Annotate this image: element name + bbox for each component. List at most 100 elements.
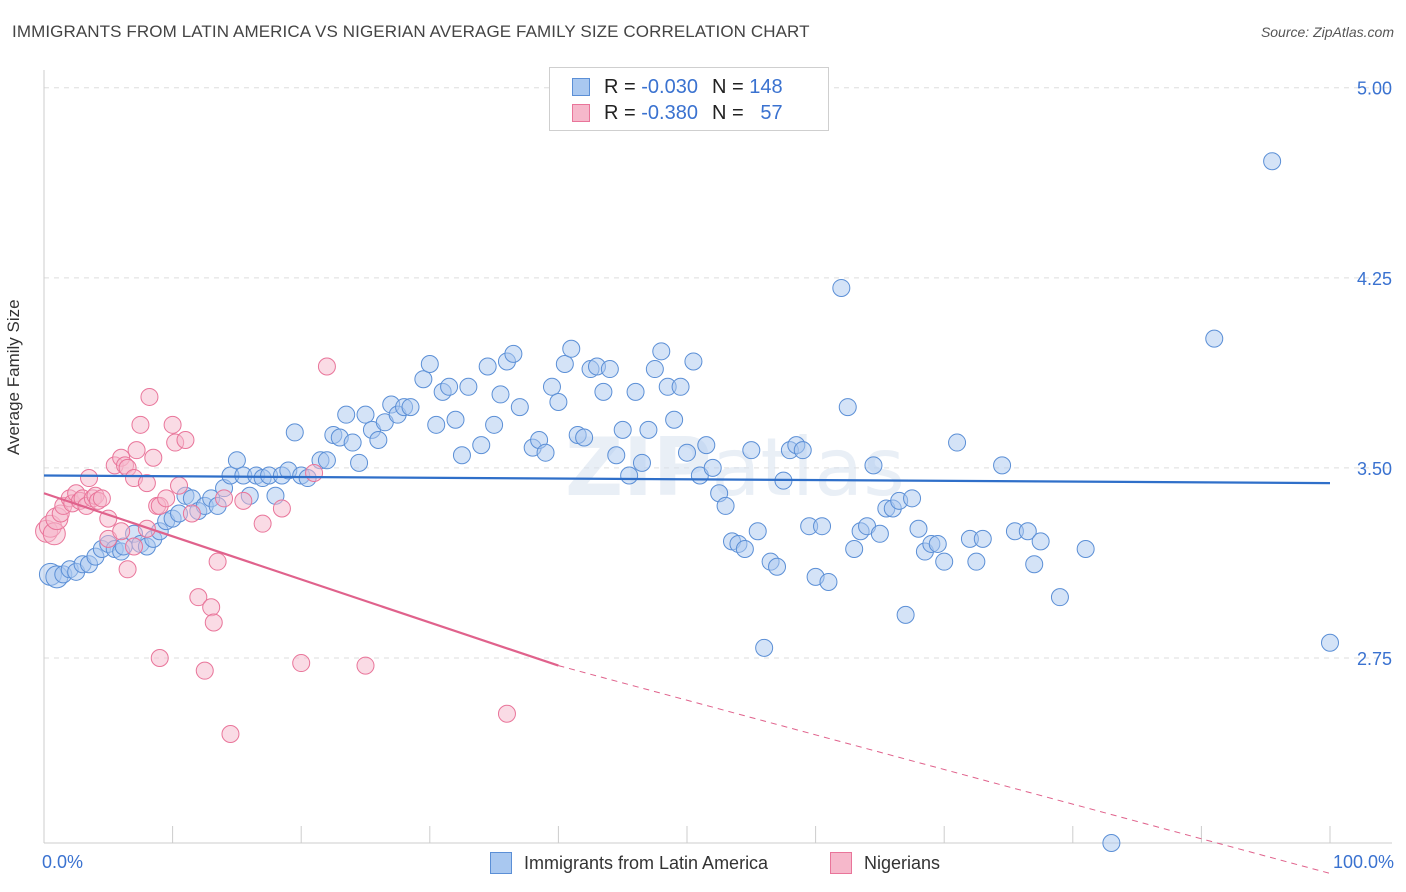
stats-n-value: 57 <box>760 101 783 124</box>
point-0-45 <box>337 405 356 424</box>
trend-lines <box>43 474 1331 874</box>
point-1-27 <box>144 448 163 467</box>
point-1-52 <box>292 654 311 673</box>
legend-swatch-nigerians <box>830 852 852 874</box>
point-0-99 <box>703 458 722 477</box>
point-1-53 <box>305 463 324 482</box>
point-0-65 <box>478 357 497 376</box>
point-0-119 <box>838 398 857 417</box>
stats-row-nigerians: R = -0.380 N = 57 <box>572 101 783 125</box>
point-1-39 <box>204 613 223 632</box>
point-0-88 <box>632 453 651 472</box>
stats-r-label: R = <box>604 101 636 124</box>
point-1-46 <box>125 537 144 556</box>
y-tick-label-1: 3.50 <box>1357 459 1392 479</box>
point-0-113 <box>793 441 812 460</box>
point-0-135 <box>948 433 967 452</box>
point-1-55 <box>356 656 375 675</box>
point-1-34 <box>176 431 195 450</box>
stats-legend: R = -0.030 N = 148 R = -0.380 N = 57 <box>549 67 829 131</box>
y-tick-label-0: 2.75 <box>1357 649 1392 669</box>
point-1-12 <box>80 469 99 488</box>
y-axis-title: Average Family Size <box>4 299 23 455</box>
point-1-48 <box>150 648 169 667</box>
point-1-44 <box>112 522 131 541</box>
point-0-143 <box>1031 532 1050 551</box>
point-0-42 <box>317 451 336 470</box>
legend-label-nigerians: Nigerians <box>864 852 941 873</box>
point-0-73 <box>536 443 555 462</box>
point-0-104 <box>735 540 754 559</box>
point-0-120 <box>845 540 864 559</box>
point-1-40 <box>208 552 227 571</box>
point-1-25 <box>137 474 156 493</box>
point-0-117 <box>819 572 838 591</box>
point-0-67 <box>491 385 510 404</box>
stats-n-label: N = <box>711 101 744 124</box>
point-0-124 <box>870 524 889 543</box>
point-0-85 <box>613 420 632 439</box>
point-0-139 <box>993 456 1012 475</box>
point-0-95 <box>678 443 696 462</box>
point-0-56 <box>414 370 433 389</box>
point-0-116 <box>813 517 832 536</box>
point-0-107 <box>755 638 774 657</box>
point-1-30 <box>157 489 176 508</box>
point-0-48 <box>356 405 375 424</box>
point-0-58 <box>427 415 446 434</box>
point-0-101 <box>716 496 735 515</box>
point-1-51 <box>272 499 291 518</box>
point-1-36 <box>189 588 208 607</box>
point-0-55 <box>401 398 420 417</box>
y-tick-labels: 2.75 3.50 4.25 5.00 <box>1357 79 1392 669</box>
point-0-147 <box>1263 152 1282 171</box>
point-0-129 <box>903 489 922 508</box>
point-0-96 <box>684 352 703 371</box>
point-0-142 <box>1025 555 1044 574</box>
point-0-61 <box>446 410 465 429</box>
point-0-89 <box>639 420 658 439</box>
point-1-33 <box>170 476 189 495</box>
point-0-90 <box>645 360 664 379</box>
point-0-79 <box>575 428 594 447</box>
legend-label-latin-america: Immigrants from Latin America <box>524 852 769 873</box>
point-1-24 <box>131 415 150 434</box>
point-0-46 <box>343 433 362 452</box>
x-tick-label-min: 0.0% <box>42 852 84 872</box>
axes <box>43 70 1392 844</box>
chart-source: Source: ZipAtlas.com <box>1260 24 1394 40</box>
point-0-66 <box>485 415 504 434</box>
point-0-130 <box>909 519 928 538</box>
trend-line-nigerians <box>43 492 559 667</box>
stats-swatch-latin-america <box>572 78 590 96</box>
series-legend: Immigrants from Latin America Nigerians <box>0 852 1406 878</box>
point-0-106 <box>748 522 767 541</box>
legend-item-nigerians: Nigerians <box>830 852 940 874</box>
y-tick-label-2: 4.25 <box>1357 269 1392 289</box>
point-0-47 <box>350 453 369 472</box>
point-0-57 <box>420 354 439 373</box>
point-0-109 <box>768 557 787 576</box>
point-0-133 <box>928 534 947 553</box>
chart-title: IMMIGRANTS FROM LATIN AMERICA VS NIGERIA… <box>12 22 810 41</box>
point-0-105 <box>742 441 761 460</box>
point-0-82 <box>594 382 613 401</box>
point-0-70 <box>510 398 529 417</box>
point-0-98 <box>697 436 716 455</box>
point-1-42 <box>221 725 240 744</box>
point-0-145 <box>1076 540 1095 559</box>
point-0-144 <box>1050 588 1069 607</box>
point-0-87 <box>626 382 645 401</box>
y-tick-label-3: 5.00 <box>1357 79 1392 99</box>
stats-row-latin-america: R = -0.030 N = 148 <box>572 75 783 99</box>
grid-lines <box>44 87 1392 659</box>
point-0-38 <box>285 423 304 442</box>
legend-item-latin-america: Immigrants from Latin America <box>490 852 768 874</box>
point-0-74 <box>542 377 561 396</box>
point-0-146 <box>1205 329 1224 348</box>
point-0-76 <box>555 354 574 373</box>
point-1-50 <box>253 514 272 533</box>
point-0-118 <box>832 278 851 297</box>
point-0-29 <box>227 451 246 470</box>
point-0-60 <box>440 377 459 396</box>
